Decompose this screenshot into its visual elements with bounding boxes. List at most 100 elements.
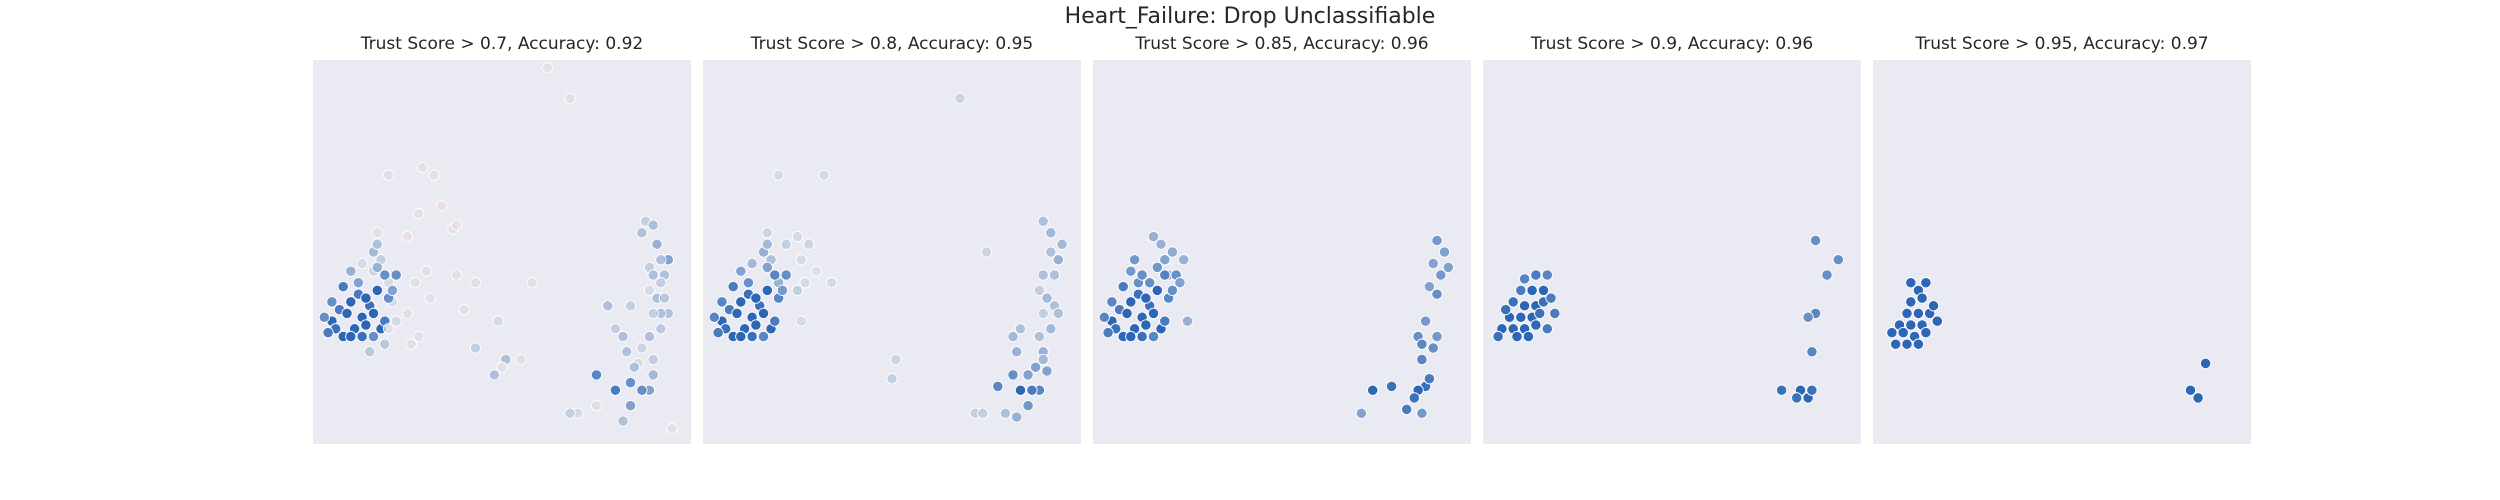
scatter-point [492,315,504,327]
scatter-point [1920,277,1932,289]
scatter-point [424,292,436,304]
scatter-point [746,330,758,343]
scatter-point [628,361,640,373]
scatter-point [1912,307,1925,320]
scatter-point [609,384,622,396]
scatter-point [1159,254,1171,266]
scatter-point [1530,319,1542,331]
scatter-point [769,315,781,327]
scatter-point [735,330,747,343]
scatter-point [1014,323,1027,335]
scatter-point [735,296,747,308]
scatter-point [621,346,633,358]
scatter-point [1052,254,1064,266]
scatter-point [795,254,807,266]
scatter-point [757,307,770,320]
scatter-point [1106,296,1118,308]
scatter-point [1515,311,1527,323]
scatter-point [345,330,357,343]
scatter-point [356,257,368,270]
scatter-plot-area [1093,60,1471,444]
scatter-point [367,307,380,320]
scatter-point [1121,307,1133,320]
scatter-point [435,200,448,212]
scatter-point [780,238,792,250]
scatter-point [1901,307,1913,320]
scatter-point [1128,254,1141,266]
scatter-point [992,380,1004,393]
scatter-point [803,238,815,250]
scatter-point [1541,323,1553,335]
scatter-point [1897,326,1909,339]
scatter-point [1518,300,1531,312]
scatter-point [1155,238,1167,250]
subplot-title: Trust Score > 0.7, Accuracy: 0.92 [360,34,644,54]
scatter-point [1102,326,1114,339]
scatter-point [1890,338,1902,350]
scatter-point [1147,230,1160,243]
scatter-point [1905,277,1917,289]
scatter-point [416,161,429,174]
scatter-point [1136,330,1148,343]
scatter-point [1507,296,1519,308]
scatter-point [1033,284,1046,297]
figure-title: Heart_Failure: Drop Unclassifiable [1064,4,1436,29]
scatter-point [1037,307,1049,320]
scatter-point [420,265,433,277]
scatter-point [1117,280,1129,293]
scatter-point [666,422,678,435]
scatter-point [450,269,463,281]
scatter-point [1151,284,1163,297]
scatter-point [488,369,501,381]
scatter-point [1500,303,1512,316]
scatter-point [647,219,659,231]
plot-background [1873,60,2251,444]
scatter-point [1181,315,1194,327]
subplot-trust-0-8: Trust Score > 0.8, Accuracy: 0.95 [703,34,1081,446]
scatter-point [337,280,349,293]
scatter-point [776,284,789,297]
scatter-point [458,303,470,316]
scatter-point [1041,292,1053,304]
scatter-point [647,307,659,320]
scatter-point [791,230,804,243]
scatter-point [636,384,648,396]
scatter-point [1045,227,1057,239]
scatter-point [1821,269,1833,281]
scatter-point [651,238,663,250]
scatter-point [1927,300,1940,312]
scatter-point [1912,338,1925,350]
scatter-plot-area [703,60,1081,444]
scatter-point [746,257,758,270]
scatter-point [428,169,440,181]
scatter-point [1431,330,1443,343]
scatter-point [1022,399,1034,412]
scatter-point [1526,284,1538,297]
scatter-point [825,277,838,289]
scatter-point [1026,384,1038,396]
subplot-trust-0-7: Trust Score > 0.7, Accuracy: 0.92 [313,34,691,446]
scatter-point [496,361,508,373]
scatter-point [1537,284,1550,297]
scatter-point [761,284,773,297]
scatter-point [1140,292,1152,304]
scatter-point [526,277,538,289]
scatter-point [617,415,629,427]
scatter-point [386,284,399,297]
scatter-point [1886,326,1898,339]
scatter-point [322,326,334,339]
scatter-point [1431,234,1443,247]
scatter-point [1492,330,1504,343]
scatter-point [515,353,527,366]
scatter-point [379,269,391,281]
scatter-point [1522,330,1535,343]
scatter-point [1931,315,1943,327]
scatter-point [371,227,383,239]
scatter-point [318,311,330,323]
subplot-title: Trust Score > 0.9, Accuracy: 0.96 [1530,34,1814,54]
scatter-point [1427,257,1439,270]
scatter-point [371,284,383,297]
scatter-point [1541,269,1553,281]
scatter-point [980,246,993,258]
scatter-point [1920,326,1932,339]
